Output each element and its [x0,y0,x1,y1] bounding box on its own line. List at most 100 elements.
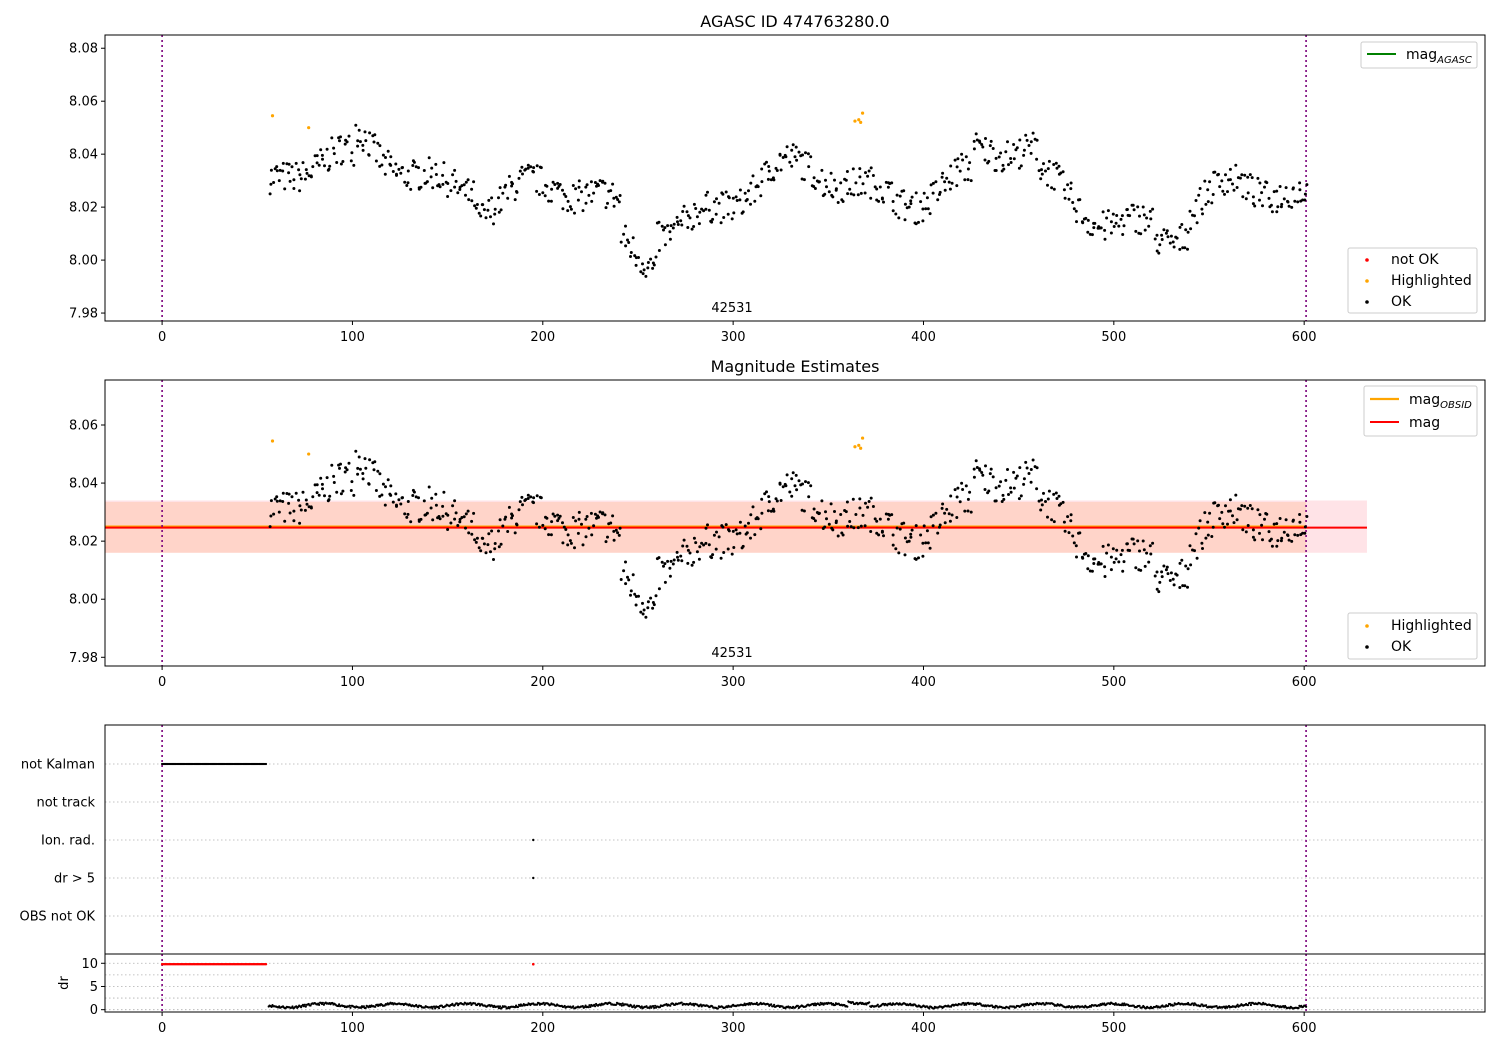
plot-frame [104,953,1486,1013]
ok-point [569,207,573,211]
ok-point [813,187,817,190]
ok-point [361,477,365,481]
ok-point [480,536,484,540]
ok-point [604,206,608,210]
ok-point [771,507,775,511]
ok-point [1132,542,1136,546]
ok-point [320,153,324,157]
ok-point [470,187,474,191]
ok-point [323,494,326,498]
ok-point [769,178,773,182]
ok-point [585,183,589,187]
ok-point [1164,568,1168,572]
ok-point [1019,164,1023,168]
ok-point [1059,171,1063,175]
highlighted-point [853,119,857,123]
ok-point [984,464,987,468]
ok-point [646,261,650,264]
highlighted-point [853,445,857,449]
ok-point [601,180,604,184]
ok-point [515,522,518,526]
ok-point [717,201,721,205]
ok-point [1251,535,1255,539]
ok-point [1046,183,1049,187]
ok-point [493,542,497,545]
ok-point [717,535,721,539]
ok-point [446,182,450,185]
ok-point [1270,210,1274,214]
ok-point [376,469,380,473]
ok-point [577,185,581,189]
ok-point [356,144,360,148]
ok-point [1200,207,1204,211]
ok-point [1278,185,1282,188]
ok-point [627,578,631,582]
ok-point [1200,541,1204,545]
ok-point [771,176,775,180]
ok-point [287,162,291,166]
ok-point [715,530,718,534]
ok-point [795,158,799,162]
ok-point [910,195,914,199]
ok-point [801,153,804,157]
ok-point [454,511,458,515]
ok-point [574,187,578,191]
ok-point [898,527,902,531]
ok-point [1226,522,1229,526]
ok-point [981,145,985,149]
ok-point [1109,220,1113,224]
highlighted-point [307,126,311,130]
ok-point [1029,151,1033,155]
ok-point [1158,580,1162,584]
ok-point [698,545,702,549]
ok-point [668,566,672,570]
ok-point [569,541,573,545]
plot-frame [104,724,1486,955]
ok-point [335,161,339,164]
ok-point [524,498,528,501]
ok-point [848,187,852,191]
ok-point [1072,541,1076,545]
ok-point [980,143,984,146]
ok-point [584,535,588,539]
ok-point [692,560,696,564]
ok-point [431,518,435,522]
ok-point [405,515,409,519]
ok-point [1178,561,1182,565]
ok-point [1171,240,1175,244]
ok-point [1015,146,1019,150]
dr-ok-point [640,1005,643,1008]
dr-ok-point [1192,1004,1195,1007]
dr-ok-point [669,1004,672,1007]
ok-point [1189,563,1193,567]
ok-point [941,502,945,506]
ok-point [972,467,976,471]
ok-point [781,156,785,159]
ok-point [987,159,991,163]
ok-point [622,569,626,573]
ok-point [984,137,987,140]
ok-point [464,180,468,184]
ok-point [425,180,429,184]
ok-point [1166,235,1170,239]
ok-point [493,547,497,551]
ok-point [1270,544,1274,548]
ok-point [672,222,676,226]
ok-point [1188,544,1192,548]
dr-ok-point [1123,1002,1126,1005]
ok-point [875,187,879,191]
ok-point [1074,544,1078,548]
ok-point [697,557,701,561]
ok-point [350,480,354,484]
dr-ok-point [1172,1004,1175,1007]
ok-point [532,501,535,505]
ok-point [624,582,628,586]
ok-point [1009,161,1013,164]
ok-point [968,161,972,165]
ok-point [453,185,457,189]
ok-point [1238,176,1242,180]
ok-point [788,160,792,164]
ok-point [419,517,423,521]
ok-point [511,182,514,186]
ok-point [361,143,365,147]
